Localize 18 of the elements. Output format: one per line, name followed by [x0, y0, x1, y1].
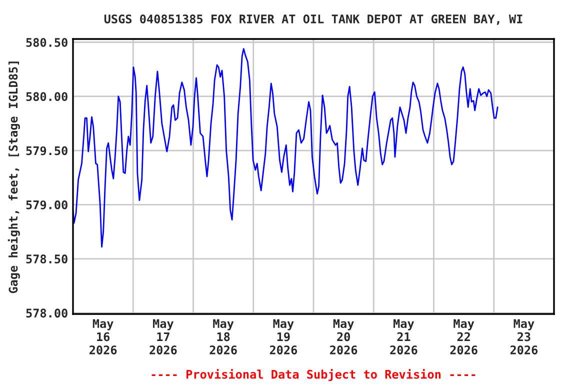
y-tick-label: 578.00 — [26, 308, 68, 318]
x-tick-label: May 19 2026 — [270, 319, 298, 354]
y-tick-label: 579.50 — [26, 146, 68, 156]
x-tick-label: May 17 2026 — [150, 319, 177, 354]
y-tick-label: 579.00 — [26, 200, 68, 210]
x-tick-label: May 21 2026 — [390, 319, 418, 354]
x-tick-label: May 16 2026 — [90, 319, 117, 354]
y-tick-label: 580.50 — [26, 38, 68, 47]
y-tick-label: 578.50 — [26, 254, 68, 264]
x-tick-label: May 20 2026 — [330, 319, 358, 354]
x-tick-label: May 22 2026 — [450, 319, 478, 354]
x-tick-label: May 23 2026 — [510, 319, 538, 354]
y-tick-label: 580.00 — [26, 92, 68, 102]
text: ---- Provisional Data Subject to Revision ---- — [152, 368, 476, 382]
y-axis-title: Gage height, feet, [Stage IGLD85] — [8, 62, 20, 294]
x-tick-label: May 18 2026 — [210, 319, 237, 354]
line-series — [73, 48, 498, 248]
chart-title: USGS 040851385 FOX RIVER AT OIL TANK DEPOT AT GREEN BAY, WI — [104, 14, 522, 25]
